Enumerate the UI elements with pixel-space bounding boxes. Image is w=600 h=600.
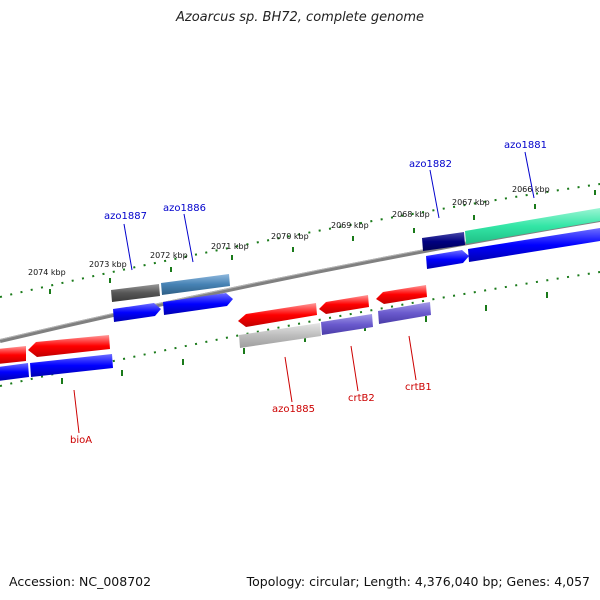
feature-azo1886-steel[interactable] — [161, 274, 230, 295]
tick-label: 2066 kbp — [512, 185, 550, 194]
gene-label-crtB1[interactable]: crtB1 — [405, 382, 432, 393]
map-title: Azoarcus sp. BH72, complete genome — [175, 10, 425, 25]
genome-summary-text: Topology: circular; Length: 4,376,040 bp… — [246, 574, 590, 589]
tick-label: 2071 kbp — [211, 242, 249, 251]
feature-azo1887-gray[interactable] — [111, 284, 160, 302]
tick-label: 2067 kbp — [452, 198, 490, 207]
cds-arrow-forward[interactable] — [113, 303, 161, 322]
bottom-leader-lines — [73, 335, 417, 434]
gene-label-azo1885[interactable]: azo1885 — [272, 404, 315, 415]
feature-azo1882-navy[interactable] — [422, 232, 465, 251]
tick-label: 2068 kbp — [392, 210, 430, 219]
feature-crtB2-arrow[interactable] — [319, 295, 369, 314]
feature-azo1881-teal[interactable] — [465, 208, 600, 244]
tick-label: 2073 kbp — [89, 260, 127, 269]
cds-arrow-forward[interactable] — [426, 250, 469, 269]
feature-crtB2-bar[interactable] — [321, 314, 373, 335]
gene-label-azo1887[interactable]: azo1887 — [104, 211, 147, 222]
feature-bioA-arrow[interactable] — [28, 335, 110, 357]
feature-crtB1-arrow[interactable] — [376, 285, 427, 304]
tick-label: 2072 kbp — [150, 251, 188, 260]
cds-bar-bioA[interactable] — [30, 354, 113, 377]
gene-label-crtB2[interactable]: crtB2 — [348, 393, 375, 404]
top-leader-lines — [123, 151, 535, 271]
major-ticks-bottom — [61, 292, 548, 384]
feature-bioA-arrow[interactable] — [0, 346, 26, 364]
feature-azo1885-arrow[interactable] — [238, 303, 317, 327]
gene-label-bioA[interactable]: bioA — [70, 435, 92, 446]
tick-label: 2074 kbp — [28, 268, 66, 277]
accession-text: Accession: NC_008702 — [9, 574, 152, 589]
tick-label: 2069 kbp — [331, 221, 369, 230]
gene-label-azo1881[interactable]: azo1881 — [504, 140, 547, 151]
feature-azo1885-bar[interactable] — [239, 323, 321, 348]
feature-crtB1-bar[interactable] — [378, 302, 431, 324]
gene-label-azo1882[interactable]: azo1882 — [409, 159, 452, 170]
cds-arrow-forward[interactable] — [468, 228, 600, 262]
cds-arrow-forward[interactable] — [163, 293, 233, 315]
major-ticks-top — [49, 190, 596, 294]
tick-track-top — [0, 183, 600, 298]
tick-label: 2070 kbp — [271, 232, 309, 241]
gene-label-azo1886[interactable]: azo1886 — [163, 203, 206, 214]
cds-bar-bioA[interactable] — [0, 363, 29, 381]
